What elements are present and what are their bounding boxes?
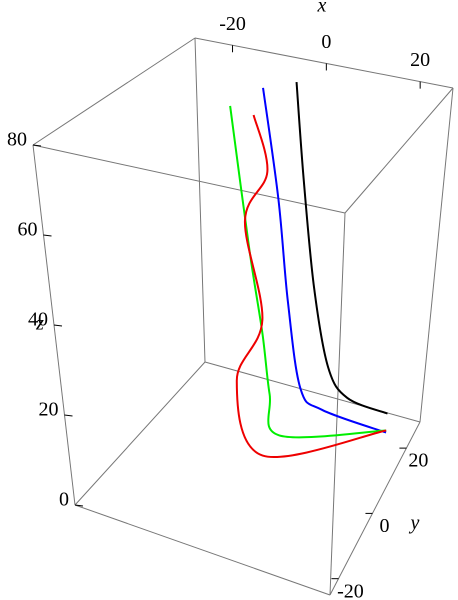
z-axis-label: z (35, 313, 44, 335)
curve (295, 82, 388, 415)
box-edge (329, 212, 346, 596)
box-edge (32, 37, 196, 146)
curve (229, 105, 387, 439)
box-edge (329, 421, 421, 596)
box-edge (419, 87, 454, 423)
y-axis-label: y (409, 512, 420, 534)
box-edge (194, 37, 206, 363)
box-edge (194, 37, 454, 89)
x-tick-label: 0 (321, 31, 331, 53)
x-axis-label: x (317, 0, 327, 17)
box-edge (74, 361, 206, 506)
curve (235, 114, 387, 458)
y-tick-label: 0 (379, 515, 389, 537)
y-tick-label: -20 (337, 580, 364, 600)
x-tick-label: 20 (410, 49, 430, 71)
z-tick-label: 40 (28, 309, 48, 331)
x-tick-label: -20 (219, 13, 246, 35)
z-tick-label: 80 (7, 129, 27, 151)
z-tick-label: 0 (59, 489, 69, 511)
z-tick (32, 144, 42, 147)
z-tick-label: 60 (18, 219, 38, 241)
z-tick (74, 504, 84, 507)
z-tick (43, 234, 52, 237)
curve (262, 87, 387, 434)
z-tick (64, 414, 73, 417)
z-tick (53, 324, 63, 327)
box-edge (32, 144, 346, 214)
box-edge (344, 87, 454, 214)
y-tick-label: 20 (408, 450, 428, 472)
box-edge (74, 504, 331, 596)
z-tick-label: 20 (39, 399, 59, 421)
